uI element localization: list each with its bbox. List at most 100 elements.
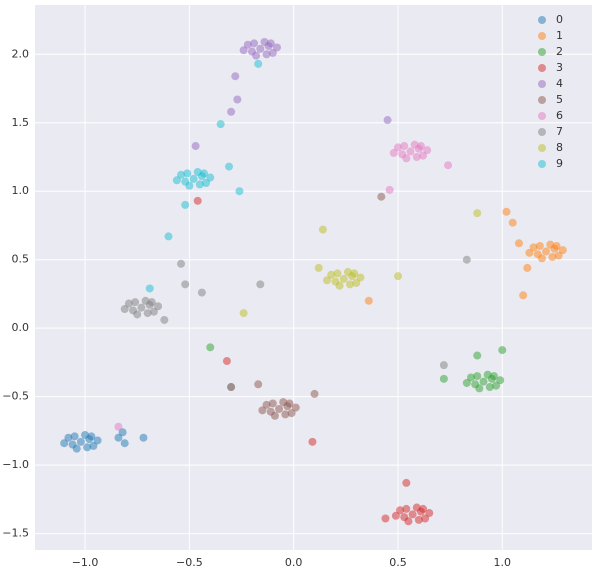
point: [199, 169, 208, 178]
point: [89, 441, 98, 450]
legend-label: 4: [556, 77, 563, 90]
point: [197, 288, 206, 297]
point: [275, 404, 284, 413]
point: [537, 254, 546, 263]
point: [177, 259, 186, 268]
point: [416, 142, 425, 151]
point: [124, 299, 133, 308]
point: [318, 225, 327, 234]
point: [393, 143, 402, 152]
point: [141, 296, 150, 305]
x-tick-label: −0.5: [176, 556, 203, 569]
point: [254, 59, 263, 68]
legend-marker: [538, 32, 546, 40]
legend-marker: [538, 144, 546, 152]
point: [195, 180, 204, 189]
point: [287, 409, 296, 418]
point: [225, 162, 234, 171]
point: [189, 174, 198, 183]
point: [408, 510, 417, 519]
point: [473, 351, 482, 360]
point: [467, 373, 476, 382]
point: [462, 255, 471, 264]
point: [475, 384, 484, 393]
legend-marker: [538, 160, 546, 168]
point: [364, 296, 373, 305]
y-tick-label: −1.5: [2, 527, 29, 540]
point: [383, 116, 392, 125]
y-tick-label: 1.5: [12, 116, 30, 129]
legend-label: 8: [556, 141, 563, 154]
point: [419, 151, 428, 160]
point: [193, 168, 202, 177]
legend-label: 3: [556, 61, 563, 74]
point: [308, 437, 317, 446]
point: [227, 383, 236, 392]
point: [81, 430, 90, 439]
point: [133, 310, 142, 319]
point: [281, 410, 290, 419]
point: [64, 433, 73, 442]
point: [93, 436, 102, 445]
x-tick-label: 0.5: [389, 556, 407, 569]
point: [147, 298, 156, 307]
point: [402, 154, 411, 163]
point: [143, 309, 152, 318]
point: [262, 50, 271, 59]
point: [412, 152, 421, 161]
point: [479, 377, 488, 386]
point: [343, 268, 352, 277]
point: [529, 243, 538, 252]
point: [191, 142, 200, 151]
point: [239, 309, 248, 318]
point: [118, 428, 127, 437]
point: [270, 411, 279, 420]
legend-marker: [538, 16, 546, 24]
point: [323, 276, 332, 285]
point: [149, 307, 158, 316]
point: [285, 399, 294, 408]
point: [239, 46, 248, 55]
x-tick-label: −1.0: [72, 556, 99, 569]
point: [352, 278, 361, 287]
point: [498, 346, 507, 355]
point: [391, 511, 400, 520]
point: [554, 251, 563, 260]
point: [172, 176, 181, 185]
y-tick-label: 1.0: [12, 184, 30, 197]
point: [252, 51, 261, 60]
point: [181, 280, 190, 289]
point: [114, 422, 123, 431]
point: [145, 284, 154, 293]
point: [462, 378, 471, 387]
legend-marker: [538, 128, 546, 136]
point: [525, 248, 534, 257]
point: [268, 399, 277, 408]
point: [235, 187, 244, 196]
point: [258, 406, 267, 415]
point: [272, 43, 281, 52]
y-tick-label: 2.0: [12, 47, 30, 60]
point: [346, 280, 355, 289]
y-tick-label: 0.5: [12, 253, 30, 266]
point: [514, 239, 523, 248]
point: [496, 376, 505, 385]
point: [439, 361, 448, 370]
point: [183, 169, 192, 178]
point: [310, 389, 319, 398]
point: [485, 383, 494, 392]
legend-label: 2: [556, 45, 563, 58]
point: [139, 433, 148, 442]
point: [519, 291, 528, 300]
point: [227, 107, 236, 116]
legend-label: 1: [556, 29, 563, 42]
point: [410, 140, 419, 149]
point: [243, 40, 252, 49]
point: [402, 504, 411, 513]
point: [473, 209, 482, 218]
point: [314, 263, 323, 272]
plot-area: [35, 5, 592, 550]
point: [231, 72, 240, 81]
point: [377, 192, 386, 201]
legend-marker: [538, 80, 546, 88]
